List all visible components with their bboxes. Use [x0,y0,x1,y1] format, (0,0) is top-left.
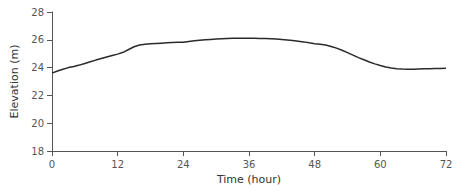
svg-text:48: 48 [308,159,321,170]
svg-text:24: 24 [177,159,190,170]
svg-text:20: 20 [31,118,44,129]
svg-text:12: 12 [111,159,124,170]
svg-text:18: 18 [31,146,44,157]
svg-text:22: 22 [31,90,44,101]
svg-text:60: 60 [374,159,387,170]
svg-text:26: 26 [31,34,44,45]
svg-text:36: 36 [243,159,256,170]
svg-text:28: 28 [31,7,44,18]
svg-text:0: 0 [49,159,55,170]
svg-text:72: 72 [440,159,453,170]
svg-text:24: 24 [31,62,44,73]
svg-text:Elevation (m): Elevation (m) [8,45,21,119]
svg-text:Time (hour): Time (hour) [216,173,281,186]
